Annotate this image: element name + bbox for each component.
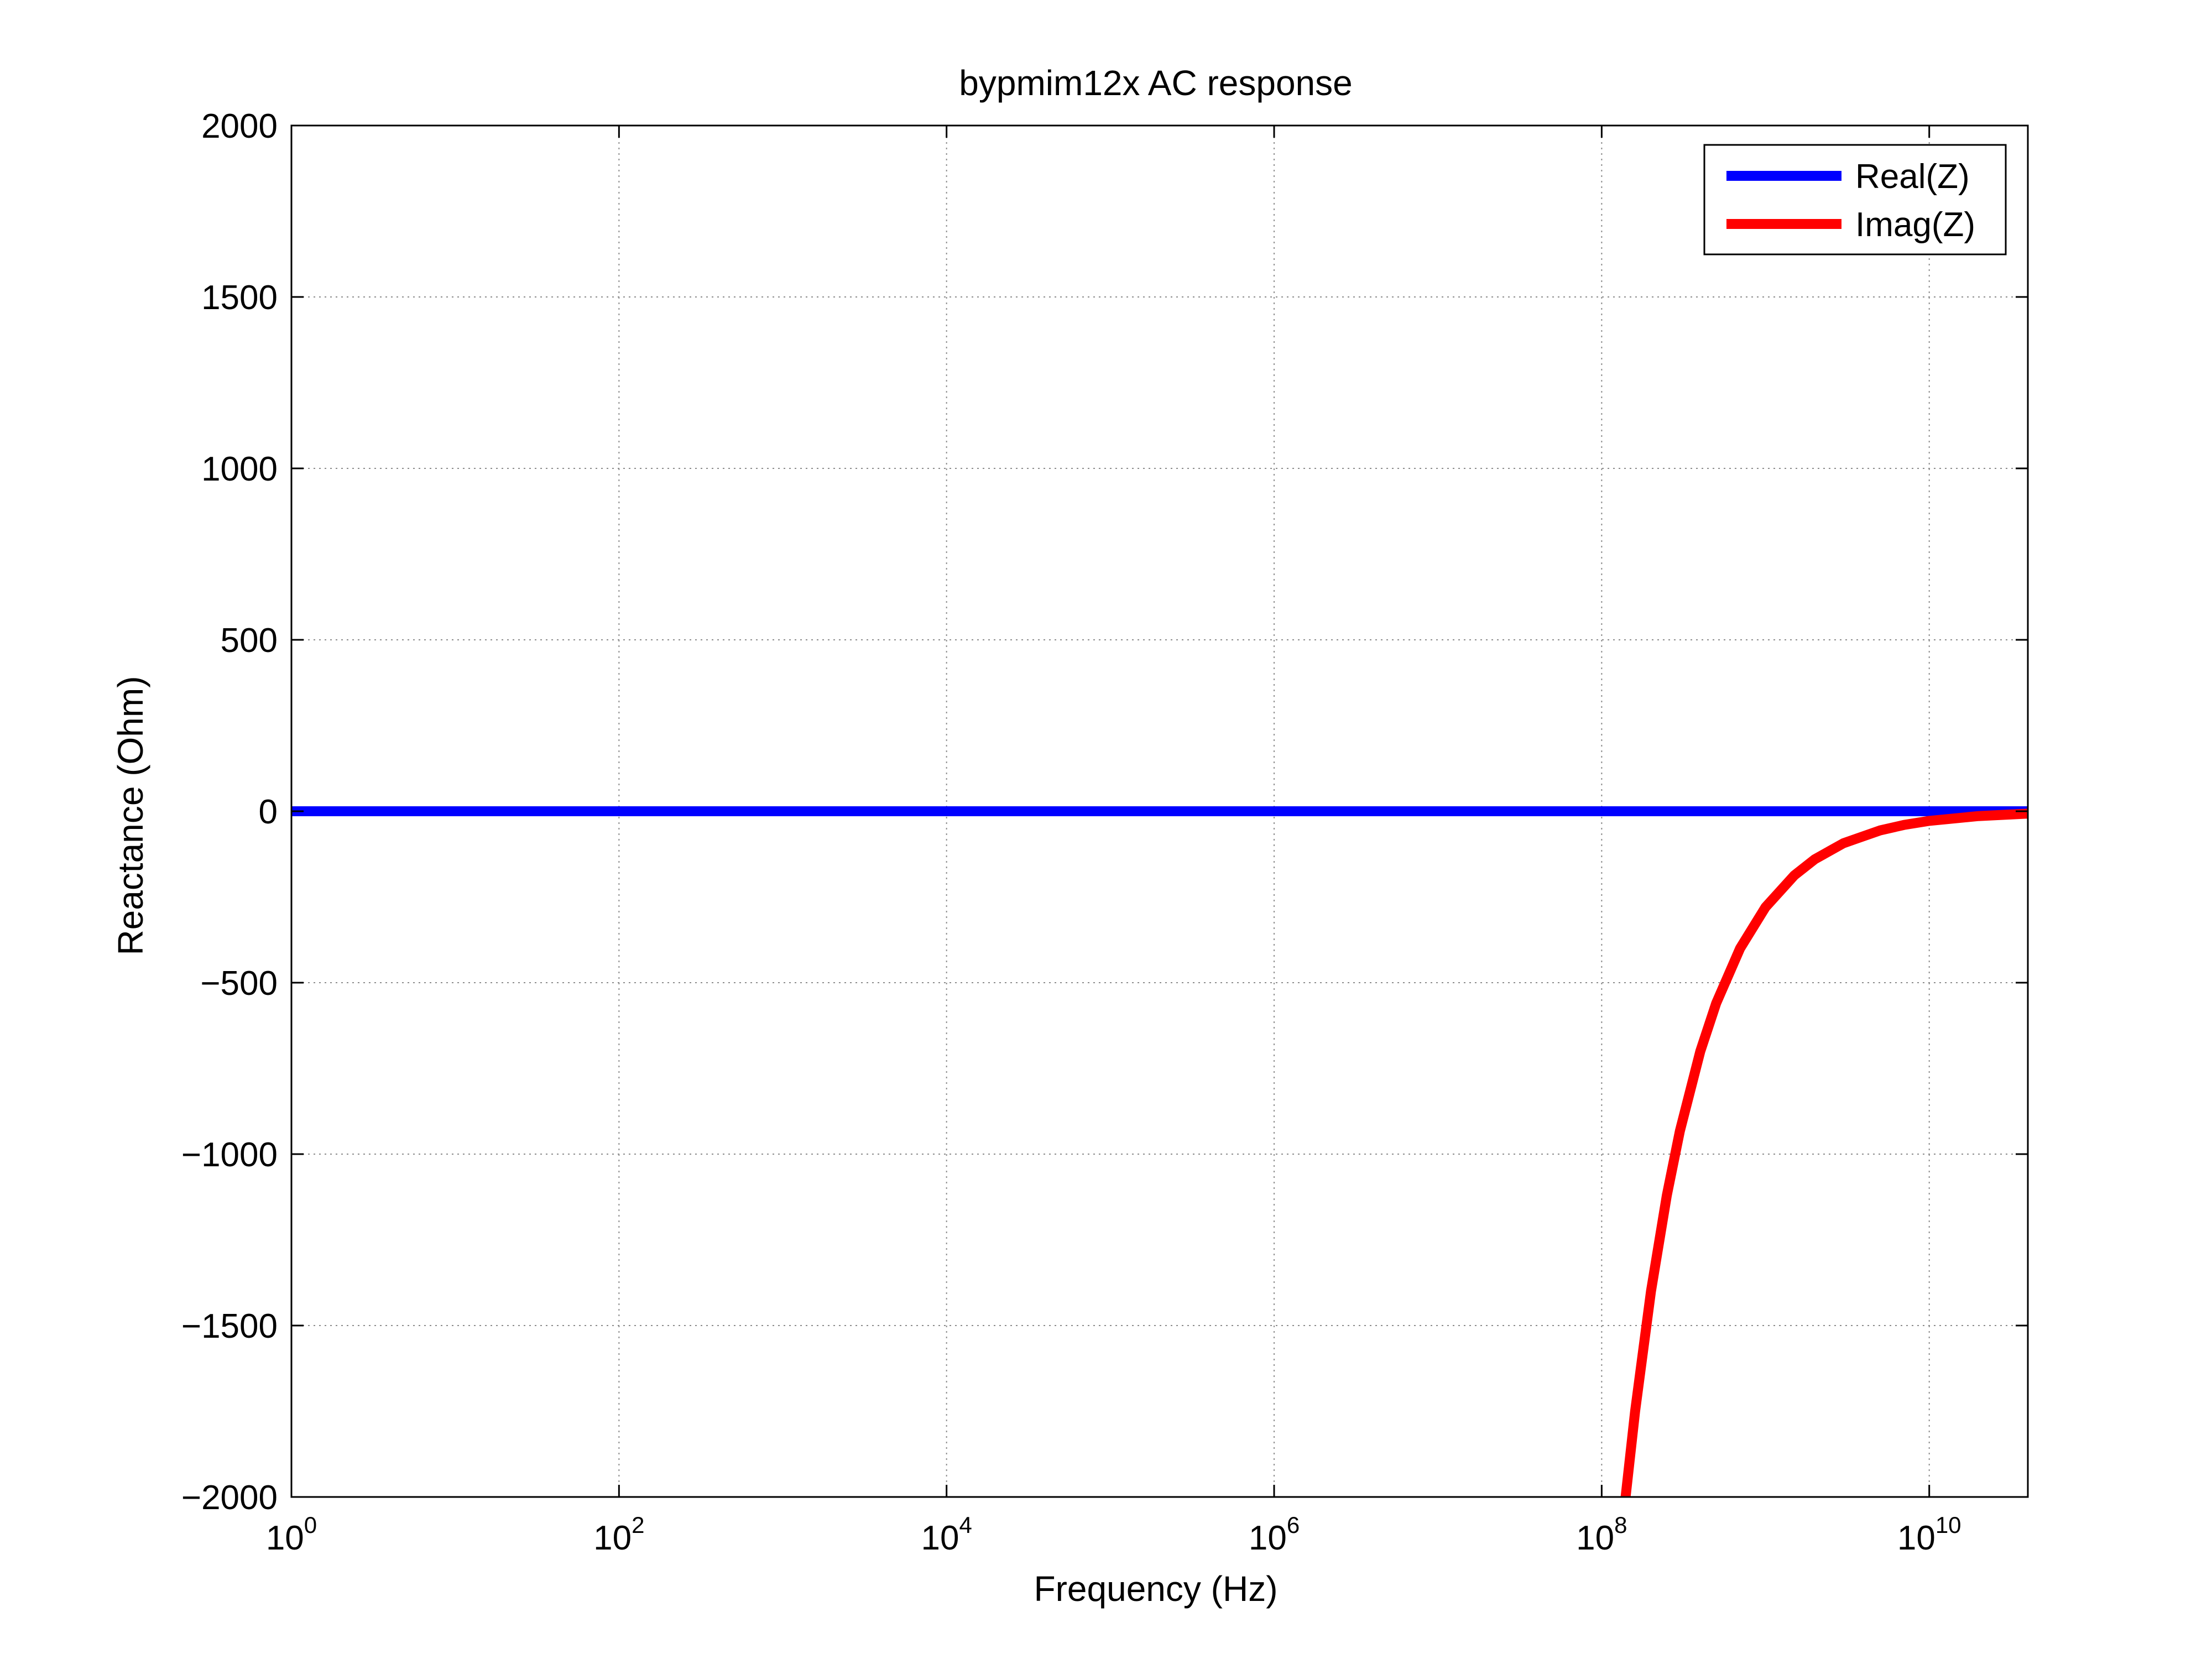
y-tick-labels: 2000 1500 1000 500 0 −500 −1000 −1500 −2000: [181, 107, 278, 1517]
x-tick-label: 108: [1576, 1512, 1627, 1557]
x-tick-label: 104: [921, 1512, 972, 1557]
x-tick-labels: 100 102 104 106 108 1010: [266, 1512, 1961, 1557]
x-axis-label: Frequency (Hz): [1034, 1569, 1278, 1609]
legend-label-real: Real(Z): [1855, 158, 1970, 196]
y-tick-label: 1500: [201, 279, 278, 317]
y-tick-label: −1500: [181, 1307, 278, 1345]
legend-box: [1703, 144, 2007, 255]
x-tick-label: 1010: [1897, 1512, 1961, 1557]
y-axis-label: Reactance (Ohm): [111, 676, 150, 955]
y-tick-label: 1000: [201, 450, 278, 488]
legend-label-imag: Imag(Z): [1855, 206, 1975, 244]
series-layer: [291, 806, 2028, 1498]
y-tick-label: 0: [259, 793, 278, 831]
series-line-imag: [1620, 808, 2028, 1498]
y-tick-label: −500: [200, 964, 278, 1003]
legend: Real(Z) Imag(Z): [1703, 144, 2007, 255]
x-tick-label: 100: [266, 1512, 317, 1557]
tick-layer: [290, 124, 2028, 1498]
y-tick-label: −1000: [181, 1136, 278, 1174]
x-tick-label: 106: [1249, 1512, 1300, 1557]
y-tick-label: 2000: [201, 107, 278, 145]
y-tick-label: −2000: [181, 1479, 278, 1517]
chart-title: bypmim12x AC response: [959, 63, 1352, 103]
y-tick-label: 500: [221, 622, 278, 660]
x-tick-label: 102: [593, 1512, 644, 1557]
